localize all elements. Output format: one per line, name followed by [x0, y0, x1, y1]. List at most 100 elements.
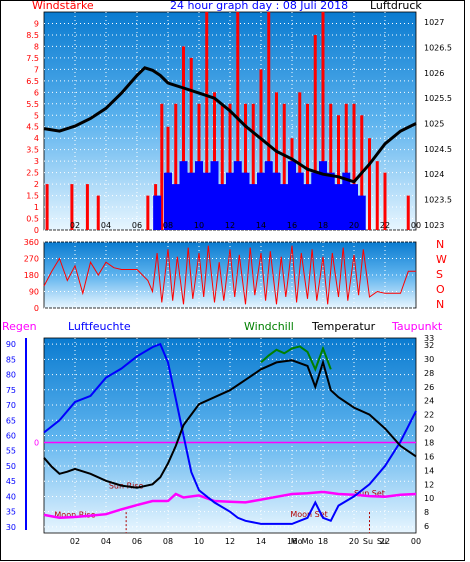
y-tick-label: 270 [24, 255, 39, 264]
y-tick-label: 6.5 [26, 77, 39, 86]
y-tick-label: 5 [34, 111, 39, 120]
y-tick-label: 90 [29, 288, 39, 297]
y-tick-label: 90 [6, 340, 16, 349]
wind-speed-bar [311, 172, 320, 230]
x-tick-label: 04 [101, 537, 111, 546]
wind-gust-bar [174, 103, 178, 230]
wind-gust-bar [189, 57, 193, 230]
rain-label: Regen [2, 320, 37, 333]
y-tick-label: 28 [424, 369, 434, 378]
x-tick-label: 02 [70, 537, 80, 546]
y-tick-label: 1025 [424, 120, 444, 129]
wind-gust-bar [236, 12, 240, 230]
pressure-axis-labels: 1023 1023.5 1024 1024.5 1025 1025.5 1026 1026.5… [424, 18, 452, 230]
wind-gust-bar [383, 172, 387, 230]
wind-gust-bar [160, 103, 164, 230]
y-tick-label: 26 [424, 383, 434, 392]
bottom-marker-label: Mo [302, 537, 314, 546]
y-tick-label: 8 [34, 42, 39, 51]
y-tick-label: 8 [424, 508, 429, 517]
y-tick-label: 30 [6, 523, 16, 532]
wind-gust-bar [275, 92, 278, 230]
wind-speed-bar [350, 184, 358, 230]
y-tick-label: 22 [424, 411, 434, 420]
wind-gust-bar [244, 103, 247, 230]
wind-gust-bar [259, 69, 263, 230]
wind-speed-bar [171, 184, 180, 230]
y-tick-label: 75 [6, 386, 16, 395]
y-tick-label: 33 [424, 334, 434, 343]
y-tick-label: 1024.5 [424, 145, 452, 154]
wind-speed-bar [295, 172, 304, 230]
wind-speed-bar [179, 161, 188, 230]
y-tick-label: 4.5 [26, 123, 39, 132]
y-tick-label: 0.5 [26, 215, 39, 224]
y-tick-label: 0 [34, 226, 39, 235]
direction-axis-labels: 0 90 180 270 360 [24, 238, 39, 313]
wind-pressure-x-ticks: 02 04 06 08 10 12 14 16 18 20 22 00 [70, 221, 421, 230]
wind-speed-bar [202, 172, 211, 230]
wind-speed-bar [164, 172, 172, 230]
y-tick-label: 7 [34, 65, 39, 74]
header-right-label: Luftdruck [370, 0, 422, 12]
wind-speed-bar [264, 161, 273, 230]
y-tick-label: 6 [424, 522, 429, 531]
y-tick-label: 70 [6, 401, 16, 410]
compass-label: O [436, 283, 445, 296]
wind-speed-bar [272, 172, 281, 230]
wind-speed-bar [326, 172, 335, 230]
y-tick-label: 16 [424, 452, 434, 461]
y-tick-label: 12 [424, 480, 434, 489]
x-tick-label: 18 [318, 221, 328, 230]
dewpoint-label: Taupunkt [391, 320, 443, 333]
y-tick-label: 1 [34, 203, 39, 212]
wind-gust-bar [298, 92, 302, 230]
wind-gust-bar [313, 34, 317, 230]
x-tick-label: 06 [132, 221, 142, 230]
y-tick-label: 1024 [424, 170, 444, 179]
wind-gust-bar [321, 12, 325, 230]
wind-gust-bar [267, 12, 271, 230]
y-tick-label: 3.5 [26, 146, 39, 155]
wind-gust-bar [352, 103, 356, 230]
humidity-temperature-x-ticks: 02 04 06 08 10 12 14 16 18 20 22 00 Mo Su Su Mo [70, 537, 421, 546]
y-tick-label: 9 [34, 19, 39, 28]
wind-speed-bar [357, 195, 366, 230]
wind-axis-labels: 0 0.5 1 1.5 2 2.5 3 3.5 4 4.5 5 5.5 6 6.5 7 7.5 8 8.5 9 [26, 19, 39, 235]
x-tick-label: 00 [411, 537, 421, 546]
x-tick-label: 08 [163, 537, 173, 546]
y-tick-label: 3 [34, 157, 39, 166]
x-tick-label: 04 [101, 221, 111, 230]
wind-speed-bar [280, 184, 289, 230]
y-tick-label: 65 [6, 416, 16, 425]
y-tick-label: 5.5 [26, 100, 39, 109]
y-tick-label: 180 [24, 271, 39, 280]
annotation-label: Moon Rise [54, 511, 95, 520]
x-tick-label: 10 [194, 221, 204, 230]
y-tick-label: 360 [24, 238, 39, 247]
x-tick-label: 14 [256, 221, 266, 230]
y-tick-label: 60 [6, 432, 16, 441]
wind-gust-bar [406, 195, 410, 230]
y-tick-label: 35 [6, 508, 16, 517]
y-tick-label: 20 [424, 425, 434, 434]
y-tick-label: 6 [34, 88, 39, 97]
humidity-axis-labels: 30 35 40 45 50 55 60 65 70 75 80 85 90 [6, 340, 16, 532]
wind-direction-grid [44, 241, 416, 309]
x-tick-label: 00 [411, 221, 421, 230]
wind-speed-bar [288, 161, 296, 230]
wind-gust-bar [282, 103, 286, 230]
temperature-label: Temperatur [311, 320, 376, 333]
compass-label: W [436, 253, 447, 266]
wind-speed-bar [303, 184, 312, 230]
windchill-line [260, 345, 332, 372]
x-tick-label: 10 [194, 537, 204, 546]
y-tick-label: 85 [6, 355, 16, 364]
rain-axis-label: 0 [34, 438, 39, 447]
wind-gust-bar [329, 103, 333, 230]
wind-gust-bar [344, 103, 348, 230]
y-tick-label: 1026.5 [424, 43, 452, 52]
